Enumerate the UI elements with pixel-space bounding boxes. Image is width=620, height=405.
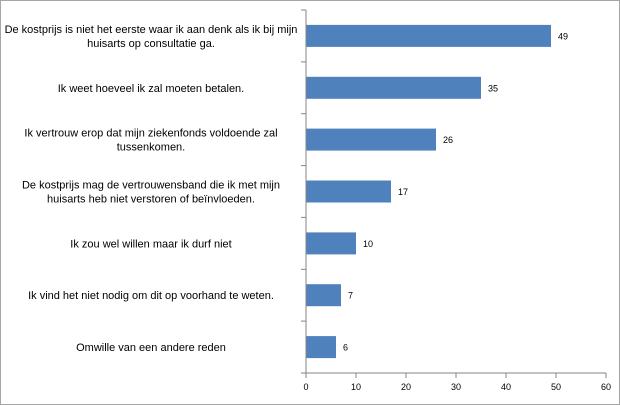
category-label-6: Omwille van een andere reden	[76, 342, 226, 354]
category-label-4-line-0: Ik zou wel willen maar ik durf niet	[70, 238, 231, 250]
category-label-5-line-0: Ik vind het niet nodig om dit op voorhan…	[28, 290, 274, 302]
data-label-5: 7	[348, 291, 353, 301]
x-tick-label-3: 30	[451, 382, 461, 392]
category-label-3: De kostprijs mag de vertrouwensband die …	[22, 180, 280, 206]
category-label-3-line-1: huisarts heb niet verstoren of beïnvloed…	[47, 194, 255, 206]
category-label-4: Ik zou wel willen maar ik durf niet	[70, 238, 231, 250]
x-tick-label-1: 10	[351, 382, 361, 392]
bar-1	[306, 76, 481, 99]
bar-4	[306, 232, 356, 255]
data-label-2: 26	[443, 135, 453, 145]
x-tick-label-0: 0	[303, 382, 308, 392]
category-label-0-line-1: huisarts op consultatie ga.	[87, 38, 215, 50]
bar-0	[306, 24, 551, 47]
category-label-6-line-0: Omwille van een andere reden	[76, 342, 226, 354]
category-label-0: De kostprijs is niet het eerste waar ik …	[5, 24, 298, 50]
bar-5	[306, 284, 341, 307]
data-label-3: 17	[398, 187, 408, 197]
category-label-2-line-0: Ik vertrouw erop dat mijn ziekenfonds vo…	[24, 128, 277, 140]
bar-6	[306, 336, 336, 359]
category-label-2-line-1: tussenkomen.	[117, 142, 185, 154]
category-label-1-line-0: Ik weet hoeveel ik zal moeten betalen.	[58, 83, 245, 95]
x-tick-label-4: 40	[501, 382, 511, 392]
category-label-5: Ik vind het niet nodig om dit op voorhan…	[28, 290, 274, 302]
category-label-3-line-0: De kostprijs mag de vertrouwensband die …	[22, 180, 280, 192]
category-label-0-line-0: De kostprijs is niet het eerste waar ik …	[5, 24, 298, 36]
data-label-4: 10	[363, 239, 373, 249]
category-label-2: Ik vertrouw erop dat mijn ziekenfonds vo…	[24, 128, 277, 154]
x-tick-label-2: 20	[401, 382, 411, 392]
x-tick-label-6: 60	[601, 382, 611, 392]
x-tick-label-5: 50	[551, 382, 561, 392]
bar-2	[306, 128, 436, 151]
data-label-6: 6	[343, 343, 348, 353]
category-label-1: Ik weet hoeveel ik zal moeten betalen.	[58, 83, 245, 95]
bar-3	[306, 180, 391, 203]
data-label-1: 35	[488, 83, 498, 93]
data-label-0: 49	[558, 31, 568, 41]
